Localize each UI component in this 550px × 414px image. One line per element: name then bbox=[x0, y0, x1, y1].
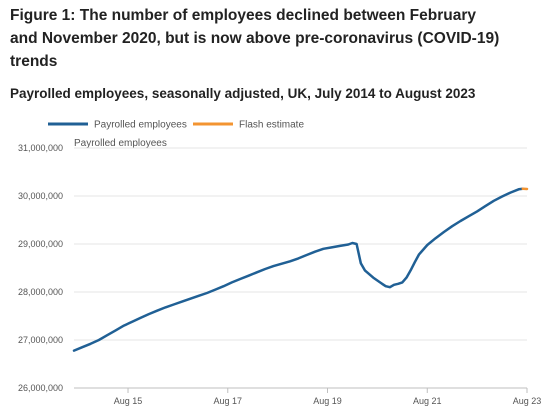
y-axis-ticks: 26,000,000 27,000,000 28,000,000 29,000,000… bbox=[18, 143, 63, 393]
chart-title-line-3: trends bbox=[10, 53, 58, 70]
x-tick-label: Aug 17 bbox=[214, 396, 243, 406]
grid-lines bbox=[74, 147, 527, 389]
x-tick-label: Aug 15 bbox=[114, 396, 143, 406]
x-tick-label: Aug 23 bbox=[513, 396, 542, 406]
y-tick-label: 31,000,000 bbox=[18, 143, 63, 153]
chart-title: Figure 1: The number of employees declin… bbox=[10, 4, 540, 73]
legend-label-payrolled: Payrolled employees bbox=[94, 120, 187, 131]
y-tick-label: 29,000,000 bbox=[18, 239, 63, 249]
y-tick-label: 27,000,000 bbox=[18, 335, 63, 345]
y-tick-label: 30,000,000 bbox=[18, 191, 63, 201]
legend-label-flash: Flash estimate bbox=[239, 120, 304, 131]
chart-subtitle: Payrolled employees, seasonally adjusted… bbox=[10, 86, 476, 101]
y-axis-label: Payrolled employees bbox=[74, 138, 167, 149]
x-tick-label: Aug 21 bbox=[413, 396, 442, 406]
x-axis-ticks: Aug 15 Aug 17 Aug 19 Aug 21 Aug 23 bbox=[114, 388, 542, 406]
series-lines bbox=[72, 187, 529, 352]
chart-title-line-1: Figure 1: The number of employees declin… bbox=[10, 7, 476, 24]
legend: Payrolled employees Flash estimate bbox=[48, 120, 304, 131]
chart-title-line-2: and November 2020, but is now above pre-… bbox=[10, 30, 500, 47]
y-tick-label: 26,000,000 bbox=[18, 383, 63, 393]
series-line-payrolled-employees bbox=[72, 187, 525, 352]
y-tick-label: 28,000,000 bbox=[18, 287, 63, 297]
x-tick-label: Aug 19 bbox=[313, 396, 342, 406]
